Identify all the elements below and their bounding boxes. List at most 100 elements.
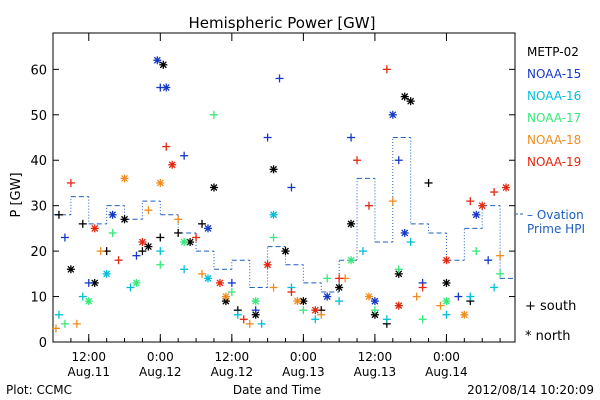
north-marker: [203, 224, 212, 233]
plot-timestamp: 2012/08/14 10:20:09: [467, 383, 594, 397]
north-marker: [144, 242, 153, 251]
y-tick-label: 40: [30, 154, 47, 169]
plot-credit: Plot: CCMC: [6, 383, 72, 397]
north-marker: [460, 310, 469, 319]
south-marker: [239, 315, 248, 324]
north-marker: [120, 215, 129, 224]
north-marker: [347, 256, 356, 265]
south-marker: [126, 283, 135, 292]
north-marker: [215, 278, 224, 287]
legend-entry: NOAA-15: [527, 67, 581, 81]
south-marker: [496, 269, 505, 278]
south-marker: [454, 292, 463, 301]
south-marker: [132, 251, 141, 260]
south-marker: [269, 233, 278, 242]
north-marker: [162, 83, 171, 92]
south-marker: [138, 247, 147, 256]
south-marker: [257, 319, 266, 328]
north-marker: [153, 56, 162, 65]
south-marker: [54, 310, 63, 319]
south-marker: [484, 256, 493, 265]
south-marker: [180, 151, 189, 160]
x-tick-label: 0:00: [433, 350, 460, 364]
south-marker: [436, 301, 445, 310]
south-marker: [317, 310, 326, 319]
south-marker: [388, 197, 397, 206]
south-marker: [323, 274, 332, 283]
x-tick-date: Aug.12: [139, 365, 182, 379]
south-marker: [174, 228, 183, 237]
legend: METP-02 NOAA-15 NOAA-16 NOAA-17 NOAA-18 NOAA-…: [515, 45, 585, 344]
north-marker: [209, 183, 218, 192]
north-marker: [400, 228, 409, 237]
south-marker: [227, 278, 236, 287]
south-marker: [382, 315, 391, 324]
x-tick-label: 0:00: [290, 350, 317, 364]
y-tick-label: 60: [30, 63, 47, 78]
north-marker: [156, 178, 165, 187]
south-marker: [108, 228, 117, 237]
north-marker: [84, 297, 93, 306]
legend-entry: NOAA-19: [527, 155, 581, 169]
north-marker: [102, 269, 111, 278]
north-marker: [347, 219, 356, 228]
north-marker: [180, 238, 189, 247]
north-marker: [370, 297, 379, 306]
north-marker: [203, 274, 212, 283]
south-marker: [72, 319, 81, 328]
north-marker: [168, 160, 177, 169]
y-tick-label: 0: [39, 336, 47, 351]
marker-legend-south: + south: [525, 299, 576, 314]
north-marker: [138, 238, 147, 247]
plot-frame: [52, 32, 516, 343]
x-axis-label: Date and Time: [233, 383, 321, 397]
south-marker: [335, 297, 344, 306]
south-marker: [156, 260, 165, 269]
y-tick-label: 20: [30, 245, 47, 260]
north-marker: [269, 165, 278, 174]
south-marker: [472, 247, 481, 256]
north-marker: [388, 110, 397, 119]
ovation-legend-line2: Prime HPI: [527, 222, 585, 236]
south-marker: [54, 210, 63, 219]
north-marker: [132, 278, 141, 287]
ovation-legend-line1: – Ovation: [527, 208, 584, 222]
south-marker: [353, 156, 362, 165]
south-marker: [162, 142, 171, 151]
y-tick-label: 50: [30, 109, 47, 124]
south-marker: [198, 269, 207, 278]
north-marker: [108, 210, 117, 219]
south-marker: [364, 201, 373, 210]
south-marker: [287, 288, 296, 297]
south-marker: [60, 319, 69, 328]
south-marker: [209, 110, 218, 119]
south-marker: [114, 256, 123, 265]
south-marker: [394, 156, 403, 165]
north-marker: [472, 210, 481, 219]
south-marker: [466, 197, 475, 206]
south-marker: [60, 233, 69, 242]
south-marker: [394, 265, 403, 274]
south-marker: [96, 247, 105, 256]
legend-entry: NOAA-16: [527, 89, 581, 103]
y-tick-label: 30: [30, 200, 47, 215]
marker-legend-north: * north: [525, 329, 571, 344]
x-tick-label: 12:00: [71, 350, 106, 364]
x-tick-date: Aug.13: [282, 365, 325, 379]
south-marker: [406, 238, 415, 247]
south-marker: [490, 283, 499, 292]
south-marker: [311, 315, 320, 324]
south-marker: [174, 215, 183, 224]
north-marker: [269, 210, 278, 219]
south-marker: [335, 274, 344, 283]
x-tick-label: 12:00: [215, 350, 250, 364]
south-marker: [269, 283, 278, 292]
south-marker: [66, 178, 75, 187]
x-tick-date: Aug.11: [68, 365, 111, 379]
south-marker: [198, 219, 207, 228]
south-marker: [251, 306, 260, 315]
south-marker: [412, 292, 421, 301]
north-marker: [281, 247, 290, 256]
south-marker: [442, 310, 451, 319]
